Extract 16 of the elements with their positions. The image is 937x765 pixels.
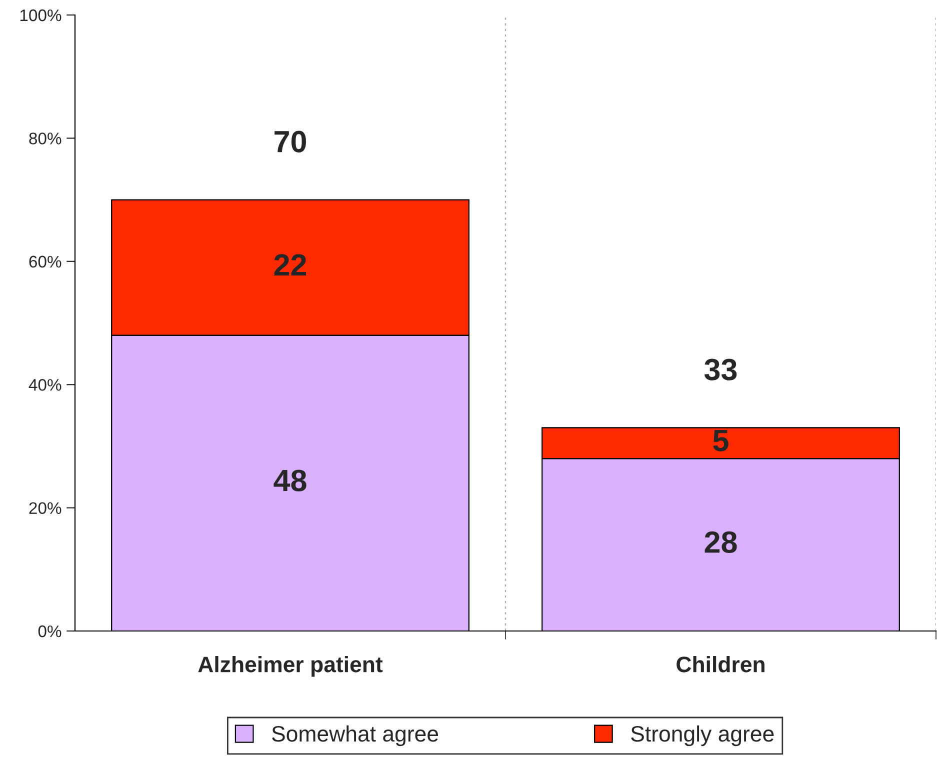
y-tick-label: 60% — [29, 256, 62, 268]
legend-label: Somewhat agree — [272, 725, 438, 746]
y-tick-label: 80% — [29, 132, 62, 144]
x-tick-label: Children — [676, 656, 764, 672]
y-tick-label: 40% — [28, 379, 62, 391]
total-label: 70 — [274, 130, 306, 152]
data-label: 28 — [704, 531, 737, 553]
data-label: 22 — [274, 254, 306, 276]
legend-label: Strongly agree — [631, 725, 774, 746]
total-label: 33 — [704, 358, 737, 380]
x-tick-label: Alzheimer patient — [198, 656, 383, 677]
data-label: 48 — [274, 470, 306, 492]
y-tick-label: 100% — [20, 9, 62, 22]
y-tick-label: 20% — [29, 502, 62, 514]
data-label: 5 — [713, 430, 728, 452]
y-tick-label: 0% — [38, 625, 62, 638]
